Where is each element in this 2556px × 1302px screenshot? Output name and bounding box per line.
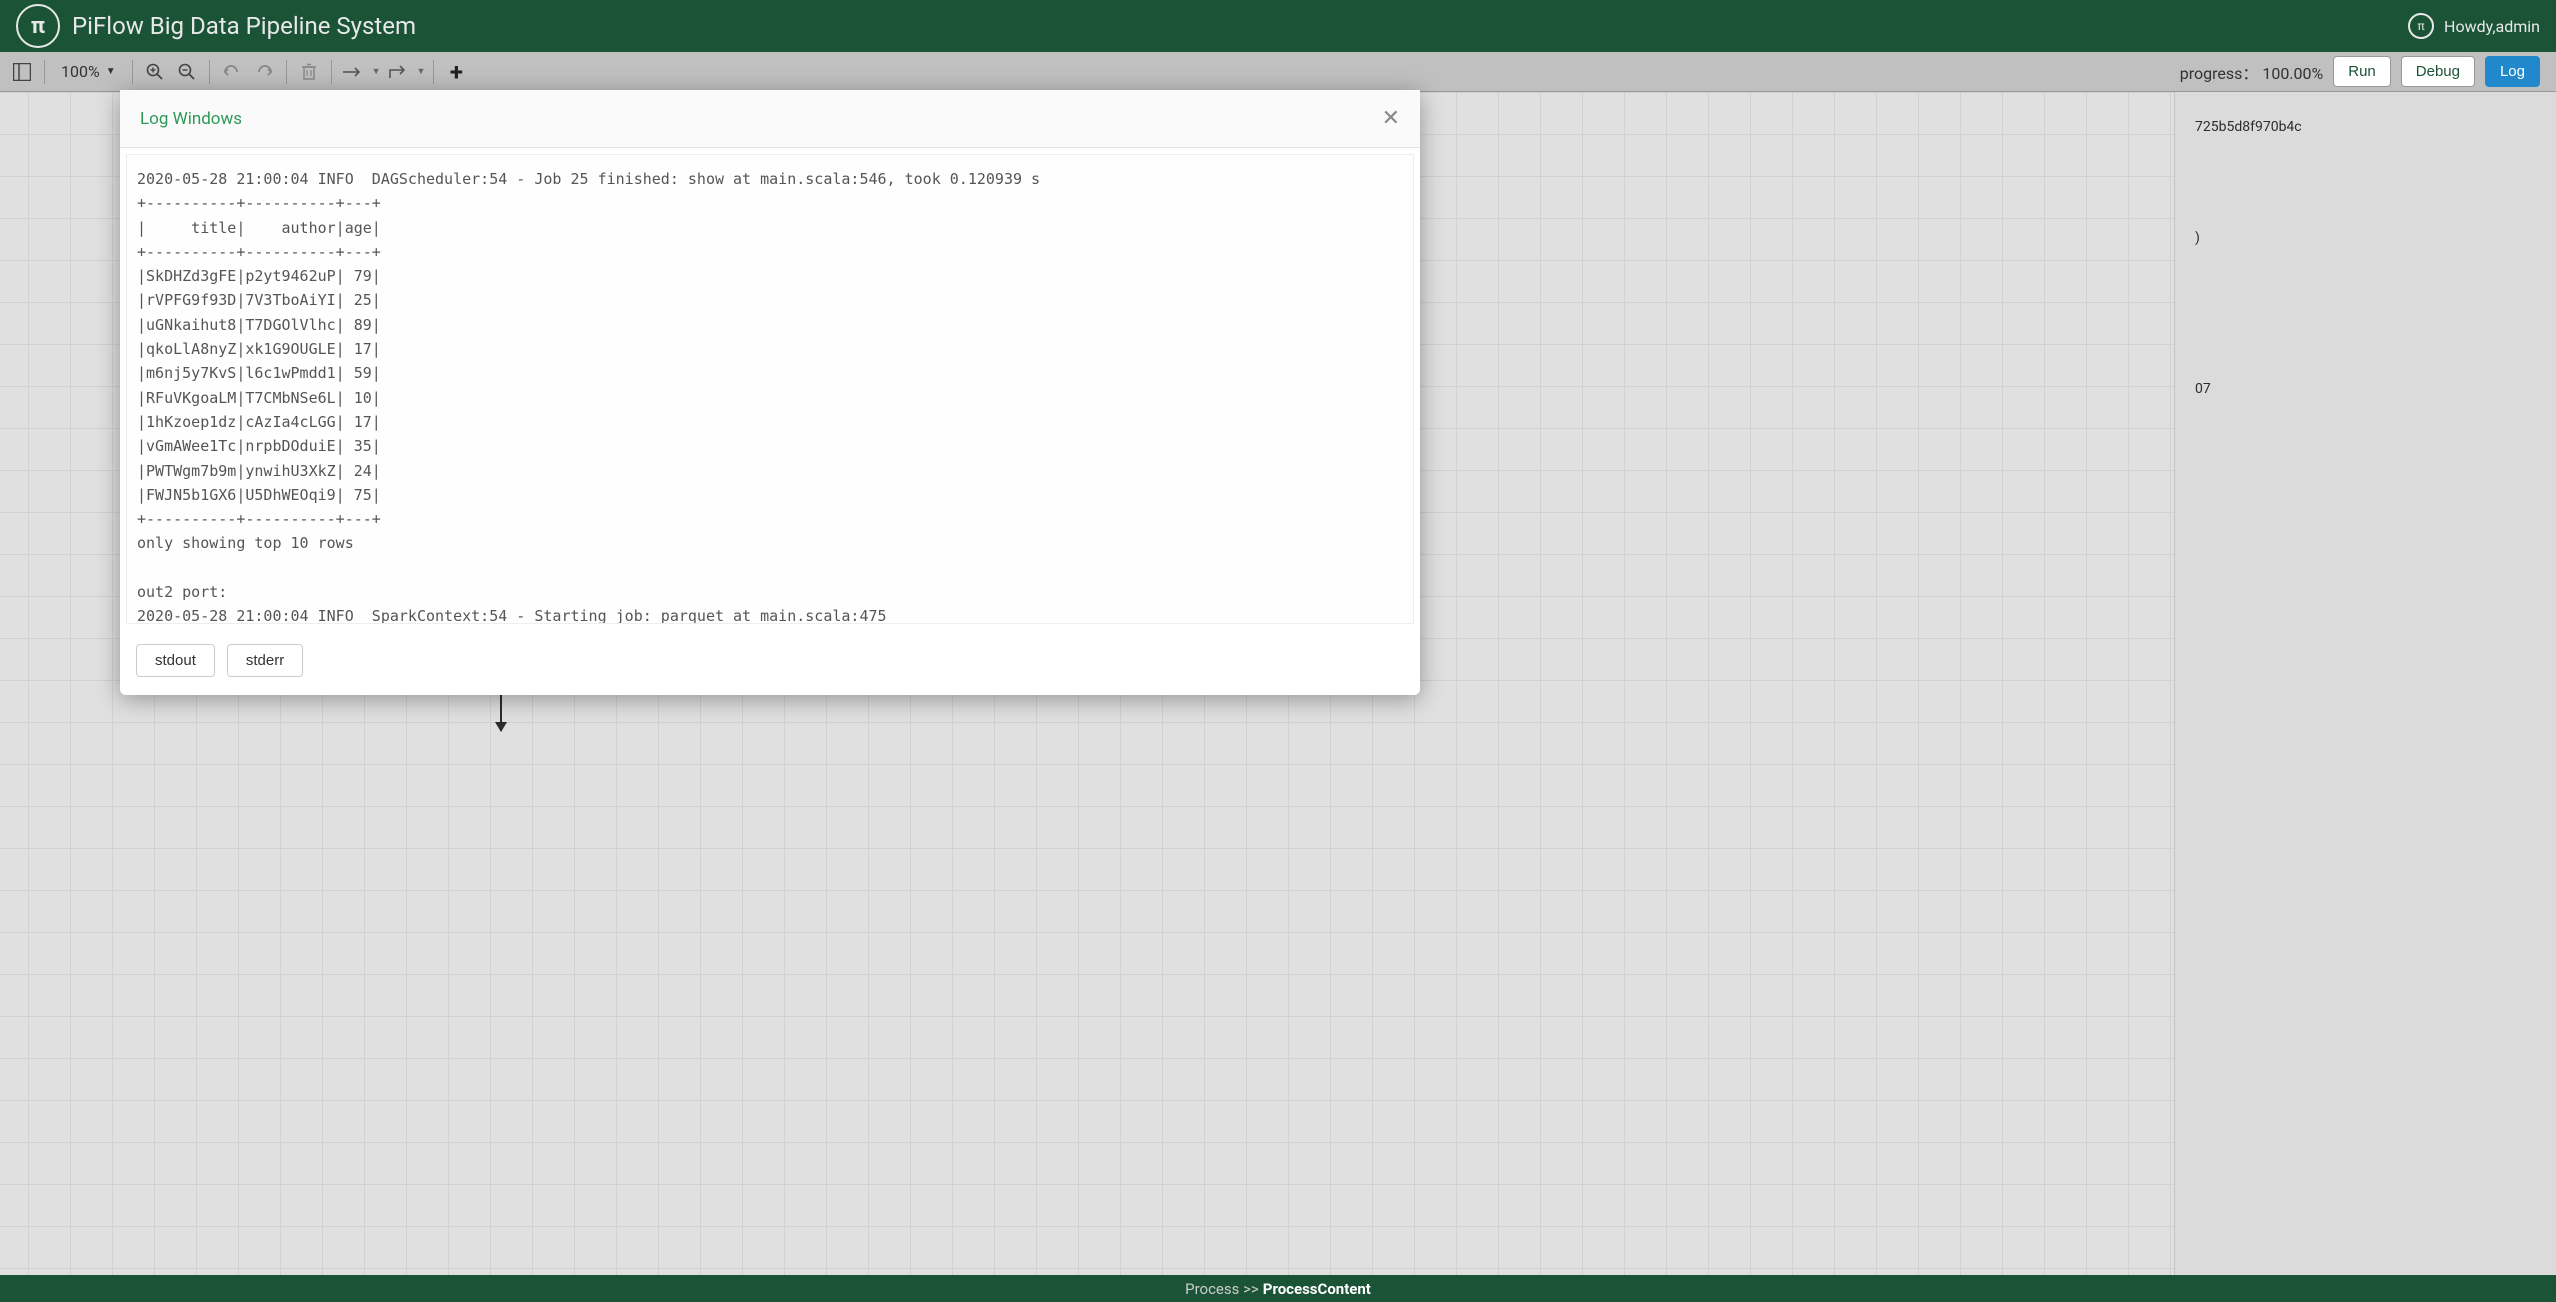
stdout-tab[interactable]: stdout xyxy=(136,644,215,677)
toolbar: 100% ▼ ▼ ▼ + progress： 100.00% Run Debug… xyxy=(0,52,2556,92)
toolbar-separator xyxy=(209,60,210,84)
status-bar: Process >> ProcessContent xyxy=(0,1275,2556,1302)
toolbar-separator xyxy=(433,60,434,84)
delete-icon[interactable] xyxy=(295,58,323,86)
toolbar-separator xyxy=(331,60,332,84)
modal-body: 2020-05-28 21:00:04 INFO DAGScheduler:54… xyxy=(126,154,1414,624)
zoom-in-icon[interactable] xyxy=(141,58,169,86)
run-button[interactable]: Run xyxy=(2333,56,2391,87)
debug-button[interactable]: Debug xyxy=(2401,56,2475,87)
toolbar-separator xyxy=(132,60,133,84)
toolbar-separator xyxy=(286,60,287,84)
hash-value: 725b5d8f970b4c xyxy=(2195,112,2536,143)
modal-title: Log Windows xyxy=(140,109,242,129)
toolbar-right: progress： 100.00% Run Debug Log xyxy=(2180,56,2548,87)
toolbar-separator xyxy=(44,60,45,84)
chevron-down-icon[interactable]: ▼ xyxy=(372,66,381,77)
add-icon[interactable]: + xyxy=(442,58,470,86)
progress-label-text: progress： xyxy=(2180,64,2259,83)
arrow-right-icon[interactable] xyxy=(340,58,368,86)
log-button[interactable]: Log xyxy=(2485,56,2540,87)
extra-text: ) xyxy=(2195,223,2536,254)
chevron-down-icon[interactable]: ▼ xyxy=(417,66,426,77)
app-title: PiFlow Big Data Pipeline System xyxy=(72,12,416,40)
layout-icon[interactable] xyxy=(8,58,36,86)
log-content[interactable]: 2020-05-28 21:00:04 INFO DAGScheduler:54… xyxy=(126,154,1414,624)
branch-icon[interactable] xyxy=(385,58,413,86)
user-icon: π xyxy=(2408,13,2434,39)
progress-value: 100.00% xyxy=(2262,64,2323,83)
modal-header: Log Windows ✕ xyxy=(120,90,1420,148)
zoom-out-icon[interactable] xyxy=(173,58,201,86)
footer-name: ProcessContent xyxy=(1263,1280,1371,1298)
undo-icon[interactable] xyxy=(218,58,246,86)
redo-icon[interactable] xyxy=(250,58,278,86)
app-logo-icon xyxy=(16,4,60,48)
log-modal: Log Windows ✕ 2020-05-28 21:00:04 INFO D… xyxy=(120,90,1420,695)
modal-footer: stdout stderr xyxy=(120,630,1420,695)
header-left: PiFlow Big Data Pipeline System xyxy=(16,4,416,48)
chevron-down-icon: ▼ xyxy=(106,66,116,77)
progress-label: progress： 100.00% xyxy=(2180,60,2324,84)
stderr-tab[interactable]: stderr xyxy=(227,644,303,677)
close-icon[interactable]: ✕ xyxy=(1382,106,1400,131)
num-text: 07 xyxy=(2195,374,2536,405)
header-right[interactable]: π Howdy,admin xyxy=(2408,13,2540,39)
app-header: PiFlow Big Data Pipeline System π Howdy,… xyxy=(0,0,2556,52)
user-greeting: Howdy,admin xyxy=(2444,17,2540,36)
zoom-select[interactable]: 100% ▼ xyxy=(53,62,124,81)
footer-prefix: Process >> xyxy=(1185,1280,1259,1298)
properties-panel: 725b5d8f970b4c ) 07 xyxy=(2174,92,2556,1275)
zoom-value: 100% xyxy=(61,62,100,81)
